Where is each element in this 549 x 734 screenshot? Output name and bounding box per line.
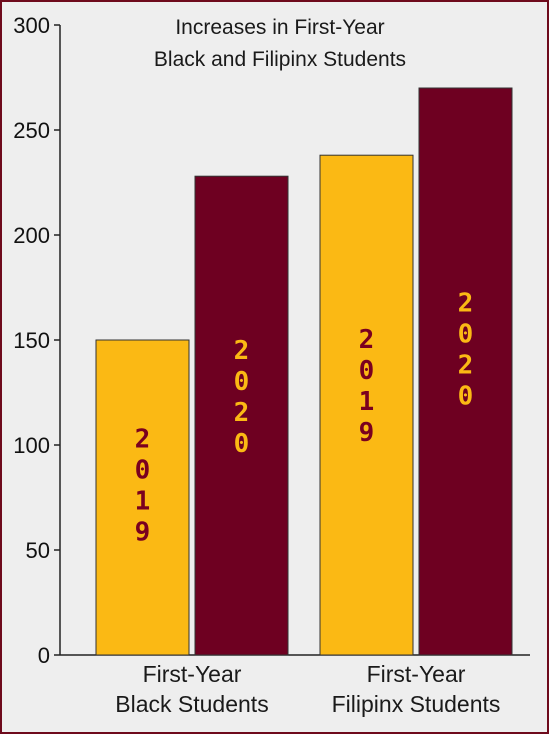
bar-2019-1	[95, 339, 190, 656]
y-tick-label: 50	[26, 538, 50, 563]
chart-title-line: Black and Filipinx Students	[154, 48, 406, 71]
bar-series-label-digit: 0	[458, 382, 474, 412]
bar-2020-1	[194, 175, 289, 656]
bar-series-label-digit: 0	[135, 456, 151, 486]
x-category-label-line: Black Students	[115, 691, 268, 717]
bar-2019-2	[319, 154, 414, 656]
bar-series-label-digit: 2	[135, 425, 151, 455]
bar-series-label-digit: 0	[234, 367, 250, 397]
x-category-label-line: First-Year	[143, 661, 242, 687]
bar-series-label-digit: 2	[234, 398, 250, 428]
bar-series-label-digit: 2	[234, 336, 250, 366]
y-tick-label: 300	[13, 13, 50, 38]
bar-2020-2	[418, 87, 513, 656]
x-category-label-line: First-Year	[367, 661, 466, 687]
bar-series-label-digit: 9	[135, 518, 151, 548]
bar-series-label-digit: 0	[234, 429, 250, 459]
y-tick-label: 250	[13, 118, 50, 143]
bar-series-label-digit: 2	[458, 289, 474, 319]
bar-series-label-digit: 0	[458, 320, 474, 350]
bar-series-label-digit: 2	[359, 325, 375, 355]
y-tick-label: 0	[38, 643, 50, 668]
bar-series-label-digit: 0	[359, 356, 375, 386]
bar-series-label-digit: 2	[458, 351, 474, 381]
x-category-label-line: Filipinx Students	[332, 691, 501, 717]
y-tick-label: 200	[13, 223, 50, 248]
chart-title-line: Increases in First-Year	[175, 16, 384, 39]
bar-series-label-digit: 9	[359, 418, 375, 448]
bar-series-label-digit: 1	[135, 487, 151, 517]
bar-series-label-digit: 1	[359, 387, 375, 417]
y-tick-label: 150	[13, 328, 50, 353]
y-tick-label: 100	[13, 433, 50, 458]
